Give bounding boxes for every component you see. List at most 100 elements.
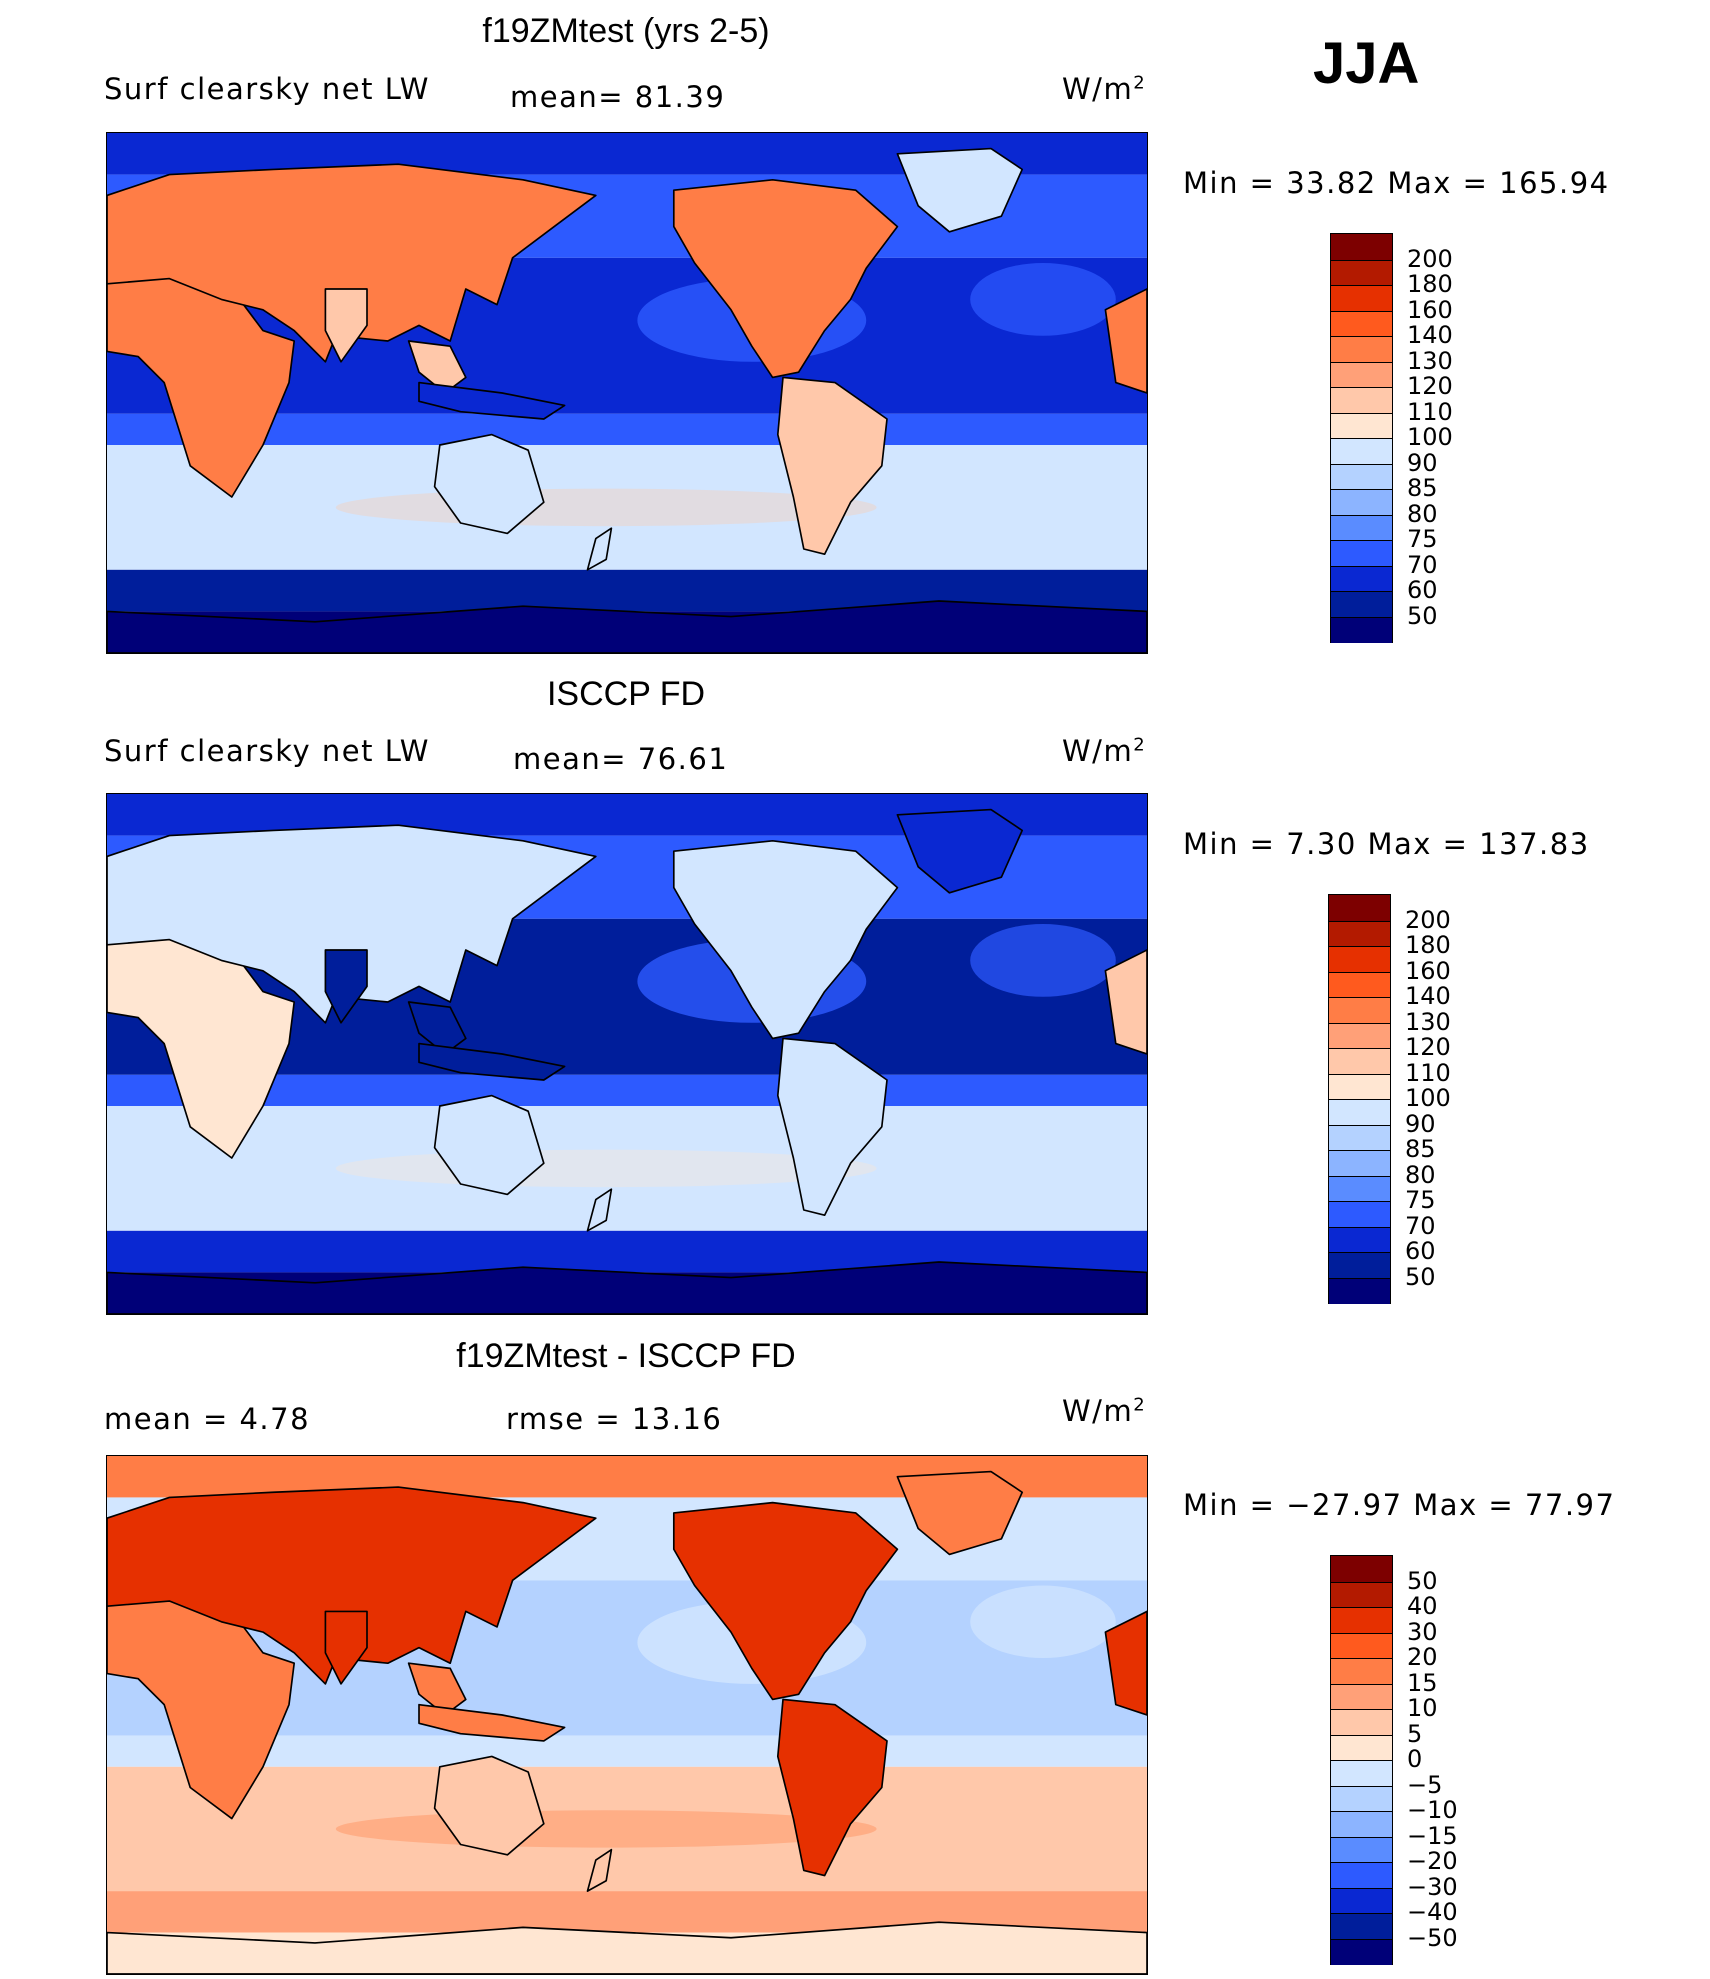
panel-2-title: ISCCP FD bbox=[546, 675, 706, 713]
atlantic-feature bbox=[970, 263, 1116, 336]
namerica-landmass bbox=[672, 839, 899, 1040]
antarctica-landmass bbox=[107, 1921, 1147, 1974]
colorbar-tick-label: 120 bbox=[1407, 372, 1453, 400]
map-field bbox=[107, 133, 1147, 653]
panel-3-mean: mean = 4.78 bbox=[104, 1402, 311, 1436]
colorbar-tick-label: 200 bbox=[1407, 244, 1453, 273]
panel-3-rmse: rmse = 13.16 bbox=[506, 1402, 723, 1436]
colorbar-tick-label: 180 bbox=[1407, 270, 1453, 298]
antarctica-landmass bbox=[107, 600, 1147, 653]
colorbar-tick-label: 85 bbox=[1405, 1135, 1436, 1163]
colorbar-segment bbox=[1331, 387, 1392, 414]
south-ocean-band bbox=[107, 445, 1147, 570]
nz-landmass bbox=[586, 1848, 613, 1892]
colorbar-tick-label: 80 bbox=[1407, 499, 1438, 528]
colorbar-segment bbox=[1331, 1862, 1392, 1889]
atlantic-feature bbox=[970, 1585, 1116, 1659]
colorbar-segment bbox=[1329, 1124, 1390, 1151]
colorbar-tick-label: 120 bbox=[1405, 1033, 1451, 1061]
colorbar-segment bbox=[1331, 1581, 1392, 1608]
colorbar-tick-label: 100 bbox=[1405, 1084, 1451, 1112]
colorbar-segment bbox=[1329, 1277, 1390, 1304]
colorbar-segment bbox=[1329, 1252, 1390, 1279]
colorbar-segment bbox=[1331, 565, 1392, 592]
colorbar-segment bbox=[1329, 1073, 1390, 1100]
panel-1-map bbox=[106, 132, 1148, 654]
colorbar-tick-label: 140 bbox=[1407, 321, 1453, 349]
panel-2-colorbar bbox=[1328, 894, 1391, 1304]
colorbar-tick-label: 10 bbox=[1407, 1694, 1438, 1722]
colorbar-segment bbox=[1329, 946, 1390, 973]
colorbar-tick-label: 50 bbox=[1405, 1262, 1436, 1291]
colorbar-tick-label: 0 bbox=[1407, 1745, 1423, 1773]
map-field bbox=[107, 794, 1147, 1314]
colorbar-tick-label: −5 bbox=[1407, 1770, 1443, 1799]
india-landmass bbox=[324, 949, 368, 1024]
colorbar-segment bbox=[1329, 997, 1390, 1024]
colorbar-tick-label: −50 bbox=[1407, 1923, 1458, 1952]
seasia-landmass bbox=[407, 1662, 467, 1716]
colorbar-segment bbox=[1329, 1226, 1390, 1253]
panel-3-title: f19ZMtest - ISCCP FD bbox=[456, 1337, 796, 1375]
colorbar-segment bbox=[1331, 1938, 1392, 1965]
nz-landmass bbox=[586, 527, 613, 571]
panel-1-colorbar bbox=[1330, 233, 1393, 643]
indonesia-landmass bbox=[418, 1042, 566, 1081]
colorbar-segment bbox=[1331, 310, 1392, 337]
colorbar-tick-label: 60 bbox=[1407, 576, 1438, 604]
colorbar-tick-label: 140 bbox=[1405, 982, 1451, 1010]
colorbar-tick-label: 130 bbox=[1407, 346, 1453, 375]
colorbar-tick-label: 50 bbox=[1407, 601, 1438, 630]
antarctica-landmass bbox=[107, 1261, 1147, 1314]
colorbar-segment bbox=[1331, 1836, 1392, 1863]
south-subtropic-band bbox=[107, 1735, 1147, 1767]
colorbar-tick-label: 100 bbox=[1407, 423, 1453, 451]
colorbar-segment bbox=[1331, 591, 1392, 618]
greenland-landmass bbox=[896, 1470, 1024, 1556]
colorbar-segment bbox=[1331, 1658, 1392, 1685]
south-subtropic-band bbox=[107, 413, 1147, 445]
panel-1-mean: mean= 81.39 bbox=[510, 80, 726, 114]
colorbar-segment bbox=[1331, 1556, 1392, 1583]
colorbar-segment bbox=[1331, 259, 1392, 286]
westafrica_r-landmass bbox=[1104, 288, 1147, 394]
colorbar-segment bbox=[1331, 1683, 1392, 1710]
panel-1-minmax: Min = 33.82 Max = 165.94 bbox=[1183, 166, 1610, 200]
colorbar-tick-label: −40 bbox=[1407, 1898, 1458, 1926]
colorbar-tick-label: −10 bbox=[1407, 1796, 1458, 1824]
colorbar-tick-label: 50 bbox=[1407, 1566, 1438, 1595]
colorbar-tick-label: 70 bbox=[1405, 1211, 1436, 1240]
colorbar-segment bbox=[1331, 336, 1392, 363]
australia-landmass bbox=[433, 1094, 545, 1196]
samerica-landmass bbox=[776, 376, 888, 556]
colorbar-segment bbox=[1331, 616, 1392, 643]
panel-1-title: f19ZMtest (yrs 2-5) bbox=[482, 12, 770, 50]
panel-1-variable: Surf clearsky net LW bbox=[104, 72, 430, 106]
colorbar-tick-label: 180 bbox=[1405, 931, 1451, 959]
panel-2-variable: Surf clearsky net LW bbox=[104, 734, 430, 768]
colorbar-segment bbox=[1331, 1734, 1392, 1761]
season-label: JJA bbox=[1313, 31, 1420, 96]
seasia-landmass bbox=[407, 1001, 467, 1055]
colorbar-segment bbox=[1329, 895, 1390, 922]
atlantic-feature bbox=[970, 924, 1116, 997]
samerica-landmass bbox=[776, 1037, 888, 1217]
colorbar-tick-label: 130 bbox=[1405, 1007, 1451, 1036]
indonesia-landmass bbox=[418, 1703, 566, 1742]
colorbar-segment bbox=[1329, 1150, 1390, 1177]
colorbar-segment bbox=[1331, 438, 1392, 465]
colorbar-segment bbox=[1331, 1632, 1392, 1659]
colorbar-segment bbox=[1329, 1201, 1390, 1228]
colorbar-tick-label: 160 bbox=[1405, 956, 1451, 985]
eurasia-landmass bbox=[107, 163, 597, 363]
colorbar-tick-label: 200 bbox=[1405, 905, 1451, 934]
india-landmass bbox=[324, 288, 368, 363]
panel-2-minmax: Min = 7.30 Max = 137.83 bbox=[1183, 827, 1590, 861]
colorbar-tick-label: 75 bbox=[1407, 525, 1438, 553]
panel-2-mean: mean= 76.61 bbox=[513, 742, 729, 776]
colorbar-segment bbox=[1331, 1811, 1392, 1838]
colorbar-segment bbox=[1329, 920, 1390, 947]
colorbar-segment bbox=[1331, 489, 1392, 516]
eurasia-landmass bbox=[107, 1486, 597, 1685]
colorbar-tick-label: 30 bbox=[1407, 1617, 1438, 1646]
